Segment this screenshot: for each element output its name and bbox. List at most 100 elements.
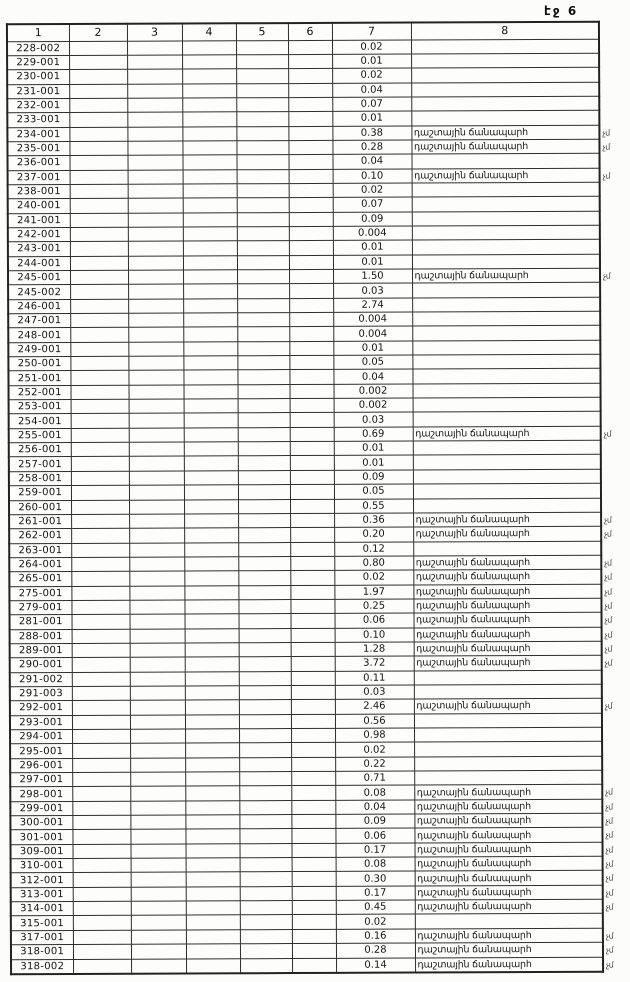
empty-cell [70, 471, 129, 486]
empty-cell [185, 743, 240, 758]
empty-cell [237, 369, 290, 385]
row-value: 0.04 [333, 369, 413, 385]
margin-mark: չմ [602, 142, 610, 152]
empty-cell [72, 829, 131, 845]
row-note: դաշտային ճանապարհ չմ [413, 641, 612, 657]
empty-cell [127, 83, 183, 99]
empty-cell [130, 800, 186, 816]
empty-cell [290, 584, 335, 600]
empty-cell [71, 542, 130, 558]
row-value: 0.08 [335, 857, 415, 872]
empty-cell [72, 800, 131, 816]
empty-cell [72, 757, 131, 773]
empty-cell [288, 226, 333, 241]
empty-cell [238, 685, 291, 701]
empty-cell [182, 97, 237, 113]
empty-cell [69, 40, 128, 56]
empty-cell [239, 943, 293, 959]
empty-cell [291, 828, 336, 844]
column-header-4: 4 [181, 23, 237, 41]
empty-cell [183, 284, 238, 299]
margin-mark: չմ [605, 888, 614, 898]
empty-cell [128, 284, 184, 299]
row-code: 230-001 [7, 69, 70, 85]
empty-cell [240, 958, 293, 973]
empty-cell [290, 556, 335, 571]
empty-cell [238, 570, 291, 586]
empty-cell [289, 298, 334, 313]
row-note [413, 669, 602, 685]
empty-cell [183, 398, 238, 414]
empty-cell [183, 413, 238, 428]
row-value: 0.01 [333, 455, 413, 471]
row-code: 261-001 [9, 514, 72, 529]
empty-cell [184, 527, 239, 543]
row-note [411, 81, 600, 97]
row-note: դաշտային ճանապարհ չմ [413, 555, 612, 571]
row-value: 0.002 [333, 383, 413, 399]
empty-cell [289, 484, 335, 500]
empty-cell [69, 227, 128, 242]
empty-cell [70, 413, 129, 429]
empty-cell [237, 355, 290, 371]
empty-cell [130, 729, 186, 744]
empty-cell [128, 485, 185, 500]
empty-cell [183, 456, 238, 471]
column-header-1: 1 [6, 24, 70, 42]
empty-cell [289, 455, 334, 471]
empty-cell [183, 384, 238, 400]
empty-cell [291, 857, 336, 872]
row-code: 317-001 [10, 930, 73, 945]
row-code: 245-001 [8, 270, 71, 286]
empty-cell [292, 957, 337, 973]
empty-cell [236, 197, 289, 213]
empty-cell [185, 757, 240, 773]
empty-cell [186, 958, 241, 974]
empty-cell [182, 241, 237, 256]
empty-cell [290, 513, 335, 528]
row-value: 0.01 [332, 53, 412, 69]
row-note: դաշտային ճանապարհ չմ [412, 268, 610, 284]
row-note [411, 182, 600, 198]
row-code: 297-001 [10, 772, 73, 788]
row-note: դաշտային ճանապարհ չմ [414, 827, 613, 843]
empty-cell [129, 671, 185, 687]
empty-cell [289, 355, 334, 370]
row-note: դաշտային ճանապարհ չմ [411, 139, 610, 155]
empty-cell [127, 255, 184, 271]
empty-cell [239, 871, 292, 887]
row-code: 263-001 [9, 543, 72, 558]
empty-cell [182, 183, 237, 199]
margin-mark: չմ [604, 630, 612, 640]
row-code: 279-001 [9, 600, 72, 616]
row-value: 0.69 [333, 426, 413, 442]
empty-cell [69, 212, 128, 228]
empty-cell [127, 69, 183, 84]
empty-cell [291, 871, 336, 887]
empty-cell [71, 700, 130, 716]
row-code: 251-001 [8, 370, 71, 386]
row-code: 265-001 [9, 571, 72, 587]
row-note [412, 411, 601, 427]
empty-cell [71, 528, 130, 544]
row-value: 0.30 [335, 871, 415, 887]
empty-cell [238, 656, 291, 672]
row-value: 0.45 [335, 900, 415, 915]
row-code: 290-001 [9, 657, 72, 673]
row-value: 0.04 [332, 154, 412, 169]
row-value: 0.80 [334, 555, 414, 571]
empty-cell [182, 226, 237, 242]
row-value: 0.16 [335, 928, 415, 944]
empty-cell [236, 169, 289, 184]
margin-mark: չմ [604, 529, 612, 539]
empty-cell [69, 255, 129, 271]
empty-cell [236, 126, 289, 141]
empty-cell [128, 456, 184, 472]
empty-cell [69, 141, 128, 156]
empty-cell [290, 714, 336, 729]
row-note: դաշտային ճանապարհ չմ [414, 784, 613, 800]
empty-cell [69, 98, 128, 113]
row-value: 0.004 [333, 326, 413, 342]
empty-cell [288, 183, 333, 198]
empty-cell [289, 470, 334, 485]
